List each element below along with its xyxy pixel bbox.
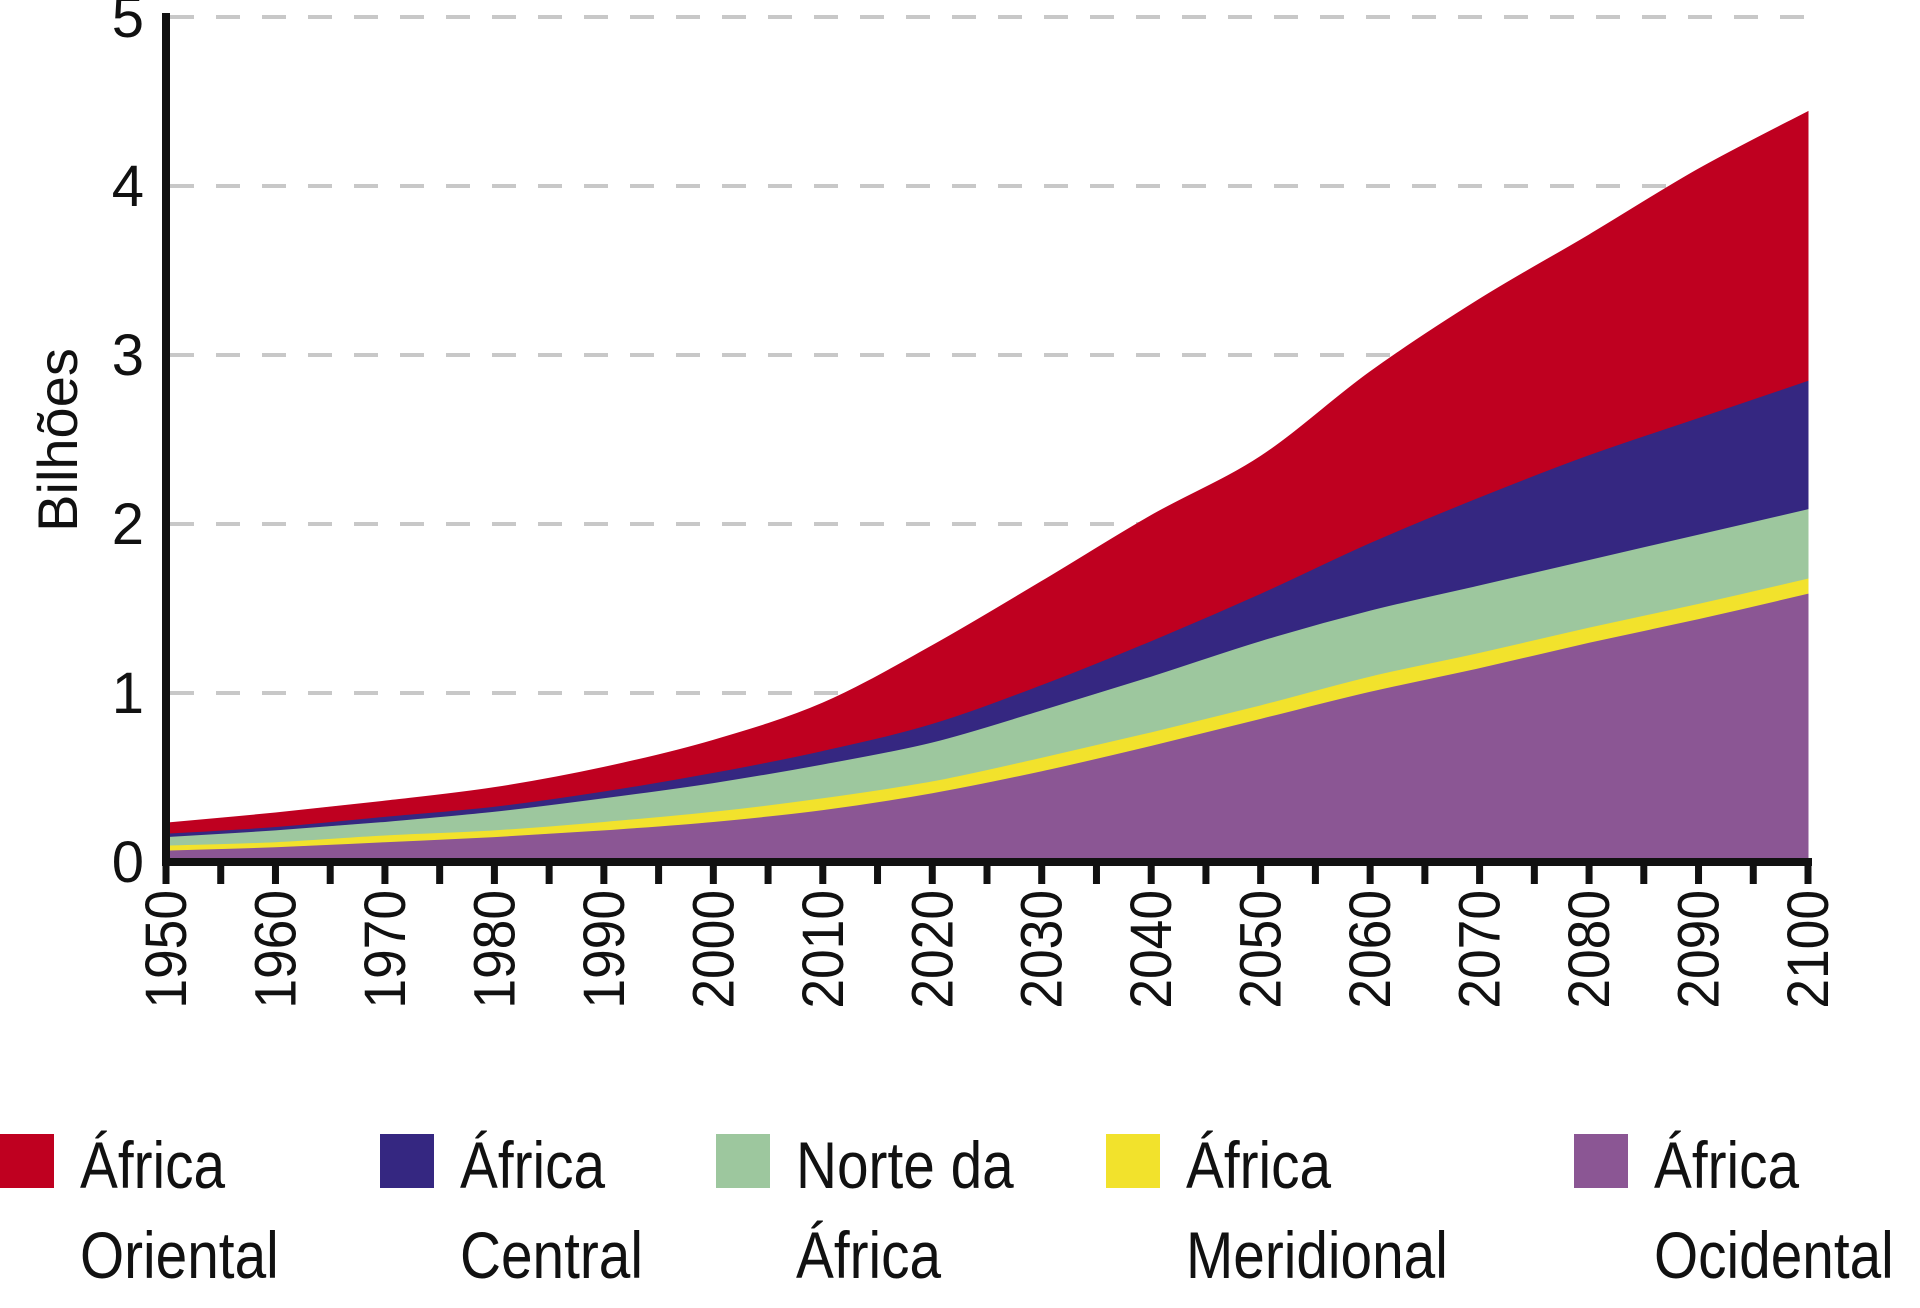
legend-item-3: África Central (380, 1120, 673, 1300)
legend-swatch (1574, 1134, 1628, 1188)
x-tick-label-2040: 2040 (1119, 890, 1184, 1009)
legend-swatch (380, 1134, 434, 1188)
x-tick-label-2010: 2010 (791, 890, 856, 1009)
x-tick-label-1970: 1970 (353, 890, 418, 1009)
x-tick-labels: 1950 1960 1970 1980 1990 2000 2010 2020 2030 2040… (134, 890, 1841, 1009)
legend-label: África Oriental (80, 1128, 279, 1292)
x-tick-label-2050: 2050 (1229, 890, 1294, 1009)
axes (162, 13, 1812, 884)
y-tick-label-3: 3 (112, 323, 144, 388)
x-tick-label-2100: 2100 (1776, 890, 1841, 1009)
area-series-4 (165, 110, 1809, 834)
legend-item-4: África Oriental (0, 1120, 311, 1300)
y-tick-label-2: 2 (112, 492, 144, 557)
x-tick-label-2080: 2080 (1557, 890, 1622, 1009)
legend-label: Norte da África (796, 1128, 1014, 1292)
y-tick-labels: 0 1 2 3 4 5 (112, 0, 144, 895)
x-tick-label-2030: 2030 (1010, 890, 1075, 1009)
legend-swatch (1106, 1134, 1160, 1188)
x-tick-label-1990: 1990 (572, 890, 637, 1009)
y-tick-label-4: 4 (112, 154, 144, 219)
x-tick-label-2020: 2020 (900, 890, 965, 1009)
x-tick-label-2070: 2070 (1448, 890, 1513, 1009)
y-axis-title: Bilhões (26, 348, 89, 532)
x-tick-label-1980: 1980 (462, 890, 527, 1009)
y-tick-label-0: 0 (112, 830, 144, 895)
x-tick-label-2000: 2000 (681, 890, 746, 1009)
legend-item-0: África Ocidental (1574, 1120, 1920, 1300)
y-tick-label-5: 5 (112, 0, 144, 50)
legend-item-2: Norte da África (716, 1120, 1049, 1300)
legend-item-1: África Meridional (1106, 1120, 1490, 1300)
legend-swatch (716, 1134, 770, 1188)
legend-swatch (0, 1134, 54, 1188)
x-tick-label-1960: 1960 (243, 890, 308, 1009)
x-tick-label-2090: 2090 (1666, 890, 1731, 1009)
x-tick-label-2060: 2060 (1338, 890, 1403, 1009)
y-tick-label-1: 1 (112, 661, 144, 726)
legend: África Oriental África Central Norte da Áf… (0, 1120, 1920, 1300)
legend-label: África Central (460, 1128, 643, 1292)
legend-label: África Meridional (1186, 1128, 1448, 1292)
area-series-group (165, 110, 1809, 863)
legend-label: África Ocidental (1654, 1128, 1894, 1292)
x-tick-label-1950: 1950 (134, 890, 199, 1009)
